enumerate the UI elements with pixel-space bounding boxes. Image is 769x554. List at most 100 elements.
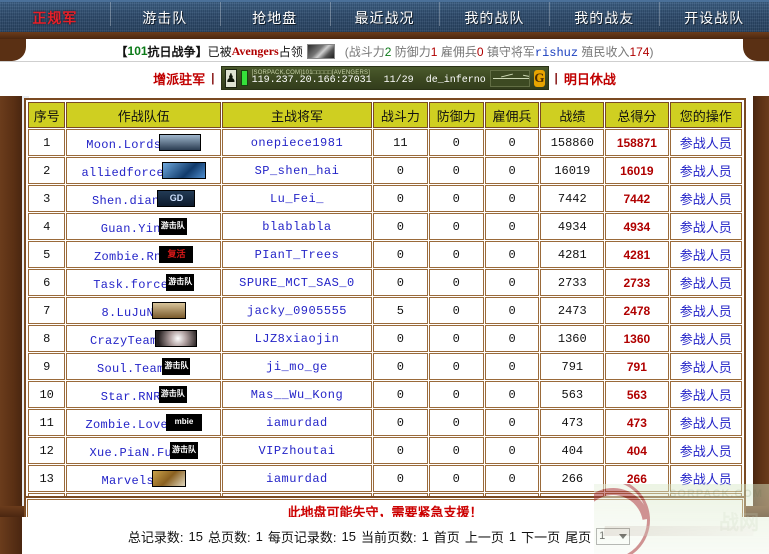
general-link[interactable]: VIPzhoutai (258, 443, 336, 458)
general-link[interactable]: blablabla (262, 219, 332, 234)
territory-number: 101 (127, 44, 148, 58)
general-link[interactable]: onepiece1981 (250, 135, 344, 150)
general-link[interactable]: PIanT_Trees (254, 247, 340, 262)
territory-stats: (战斗力2 防御力1 雇佣兵0 镇守将军rishuz 殖民收入174) (345, 43, 654, 60)
view-participants-link[interactable]: 参战人员 (679, 332, 732, 347)
cell-action: 参战人员 (669, 325, 742, 352)
team-link[interactable]: Zombie.Love (85, 417, 168, 432)
frame-right-border (753, 96, 769, 506)
cell-total-score: 563 (605, 381, 669, 408)
general-link[interactable]: SPURE_MCT_SAS_0 (239, 275, 355, 290)
view-participants-link[interactable]: 参战人员 (679, 136, 732, 151)
cell-general: blablabla (222, 213, 372, 240)
cell-action: 参战人员 (669, 409, 742, 436)
cell-general: jacky_0905555 (222, 297, 372, 324)
nav-item-regular-army[interactable]: 正规军 (32, 10, 78, 26)
cell-index: 5 (28, 241, 66, 268)
pagination-page-number[interactable]: 1 (508, 528, 517, 544)
cell-attack: 0 (372, 353, 428, 380)
general-link[interactable]: Mas__Wu_Kong (250, 387, 344, 402)
general-link[interactable]: ji_mo_ge (266, 359, 328, 374)
team-link[interactable]: Xue.PiaN.Fu (89, 445, 172, 460)
team-link[interactable]: Zombie.Rn (93, 249, 162, 264)
general-link[interactable]: Lu_Fei_ (269, 191, 324, 206)
view-participants-link[interactable]: 参战人员 (679, 360, 732, 375)
nav-item-my-comrades[interactable]: 我的战友 (549, 2, 659, 28)
view-participants-link[interactable]: 参战人员 (679, 220, 732, 235)
cell-mercenary: 0 (484, 297, 540, 324)
team-link[interactable]: Task.force (93, 277, 169, 292)
stats-paren-open: ( (344, 44, 349, 59)
view-participants-link[interactable]: 参战人员 (679, 444, 732, 459)
team-link[interactable]: Star.RNR (100, 389, 161, 404)
cell-index: 11 (28, 409, 66, 436)
pagination-next-page[interactable]: 下一页 (521, 529, 561, 545)
cell-mercenary: 0 (484, 157, 540, 184)
team-link[interactable]: Marvels (101, 473, 154, 488)
pagination-prev-page[interactable]: 上一页 (464, 529, 504, 545)
team-link[interactable]: Moon.Lords (86, 137, 162, 152)
truce-tomorrow-label: 明日休战 (563, 71, 616, 87)
game-server-banner[interactable]: ♟ [SORPACK.COM]101□□□□□[AVENGERS] 119.23… (220, 66, 549, 90)
nav-item-create-team[interactable]: 开设战队 (659, 2, 769, 28)
nav-item-guerrilla[interactable]: 游击队 (109, 2, 220, 28)
cell-defense: 0 (428, 241, 484, 268)
team-link[interactable]: 8.LuJuN (101, 305, 154, 320)
chevron-down-icon (619, 533, 628, 539)
cell-team: Shen.dian GD (66, 185, 222, 212)
cell-total-score: 2478 (605, 297, 669, 324)
server-address: 119.237.20.166:27031 (251, 75, 372, 86)
view-participants-link[interactable]: 参战人员 (679, 164, 732, 179)
view-participants-link[interactable]: 参战人员 (679, 192, 732, 207)
cell-index: 6 (28, 269, 66, 296)
general-link[interactable]: SP_shen_hai (254, 163, 340, 178)
view-participants-link[interactable]: 参战人员 (679, 416, 732, 431)
clan-flag-icon (306, 43, 335, 59)
general-link[interactable]: iamurdad (266, 415, 328, 430)
cell-total-score: 16019 (605, 157, 669, 184)
battle-teams-table: 序号 作战队伍 主战将军 战斗力 防御力 雇佣兵 战绩 总得分 您的操作 1 Mo… (27, 101, 743, 549)
general-link[interactable]: LJZ8xiaojin (254, 331, 340, 346)
cell-general: SP_shen_hai (222, 157, 372, 184)
cell-team: CrazyTeam (66, 325, 222, 352)
pagination-last-page[interactable]: 尾页 (565, 529, 592, 545)
team-link[interactable]: Guan.Yin (100, 221, 161, 236)
table-row: 2 alliedforce SP_shen_hai 0 0 0 16019 16019 参战人员 (28, 157, 742, 184)
team-link[interactable]: CrazyTeam (89, 333, 158, 348)
cell-record: 158860 (540, 129, 605, 156)
stat-income-value: 174 (629, 44, 650, 59)
team-link[interactable]: Shen.dian (91, 193, 160, 208)
cell-action: 参战人员 (669, 129, 742, 156)
battle-teams-table-wrapper: 序号 作战队伍 主战将军 战斗力 防御力 雇佣兵 战绩 总得分 您的操作 1 Mo… (24, 98, 746, 552)
cell-general: Lu_Fei_ (222, 185, 372, 212)
nav-item-my-team[interactable]: 我的战队 (439, 2, 549, 28)
general-link[interactable]: iamurdad (266, 471, 328, 486)
per-page-label: 每页记录数: (267, 529, 337, 545)
pagination-first-page[interactable]: 首页 (433, 529, 460, 545)
total-records-value: 15 (188, 528, 203, 544)
nav-item-recent-battles[interactable]: 最近战况 (329, 2, 440, 28)
cell-action: 参战人员 (669, 213, 742, 240)
view-participants-link[interactable]: 参战人员 (679, 388, 732, 403)
view-participants-link[interactable]: 参战人员 (679, 472, 732, 487)
team-link[interactable]: Soul.Team (96, 361, 165, 376)
team-emblem-guerrilla: 游击队 (158, 385, 187, 403)
cell-mercenary: 0 (484, 437, 540, 464)
page-select-dropdown[interactable]: 1 (596, 527, 631, 545)
view-participants-link[interactable]: 参战人员 (679, 276, 732, 291)
cell-record: 2733 (540, 269, 605, 296)
view-participants-link[interactable]: 参战人员 (679, 248, 732, 263)
stats-paren-close: ) (649, 44, 654, 59)
general-link[interactable]: jacky_0905555 (246, 303, 347, 318)
col-header-record: 战绩 (540, 102, 605, 128)
cell-mercenary: 0 (484, 241, 540, 268)
territory-info-band: 【101 抗日战争】 已被 Avengers 占领 (战斗力2 防御力1 雇佣兵0 镇… (0, 39, 769, 96)
total-pages-label: 总页数: (207, 529, 251, 545)
view-participants-link[interactable]: 参战人员 (679, 304, 732, 319)
cell-action: 参战人员 (669, 241, 742, 268)
nav-item-seize-territory[interactable]: 抢地盘 (219, 2, 330, 28)
team-emblem-guerrilla: 游击队 (158, 217, 187, 235)
separator-right: | (554, 71, 558, 85)
reinforce-garrison-button[interactable]: 增派驻军 (153, 71, 206, 87)
team-link[interactable]: alliedforce (81, 165, 164, 180)
